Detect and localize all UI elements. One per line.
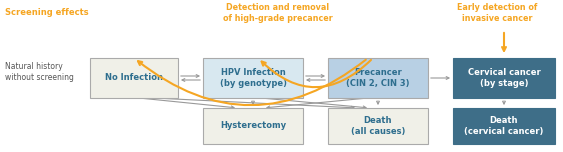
Text: Screening effects: Screening effects [5, 8, 88, 17]
Text: Early detection of
invasive cancer: Early detection of invasive cancer [457, 3, 537, 23]
FancyArrowPatch shape [138, 60, 366, 105]
FancyArrowPatch shape [502, 33, 506, 51]
FancyArrowPatch shape [267, 98, 365, 109]
FancyArrowPatch shape [307, 79, 325, 81]
Text: Detection and removal
of high-grade precancer: Detection and removal of high-grade prec… [223, 3, 333, 23]
FancyArrowPatch shape [252, 101, 254, 104]
Text: HPV Infection
(by genotype): HPV Infection (by genotype) [220, 68, 287, 88]
FancyBboxPatch shape [203, 108, 303, 144]
FancyBboxPatch shape [328, 58, 428, 98]
Text: Natural history
without screening: Natural history without screening [5, 62, 74, 82]
Text: Hysterectomy: Hysterectomy [220, 121, 286, 131]
Text: Cervical cancer
(by stage): Cervical cancer (by stage) [468, 68, 540, 88]
FancyArrowPatch shape [263, 98, 366, 109]
Text: Death
(all causes): Death (all causes) [351, 116, 405, 136]
Text: No Infection: No Infection [105, 74, 163, 83]
Text: Death
(cervical cancer): Death (cervical cancer) [464, 116, 544, 136]
FancyBboxPatch shape [328, 108, 428, 144]
FancyArrowPatch shape [262, 60, 371, 87]
FancyArrowPatch shape [431, 77, 449, 79]
FancyBboxPatch shape [90, 58, 178, 98]
FancyArrowPatch shape [306, 75, 324, 77]
FancyBboxPatch shape [453, 58, 555, 98]
FancyArrowPatch shape [142, 98, 234, 109]
FancyBboxPatch shape [203, 58, 303, 98]
FancyArrowPatch shape [157, 98, 354, 109]
FancyArrowPatch shape [182, 79, 200, 81]
Text: Precancer
(CIN 2, CIN 3): Precancer (CIN 2, CIN 3) [346, 68, 410, 88]
FancyArrowPatch shape [181, 75, 199, 77]
FancyArrowPatch shape [377, 101, 379, 104]
FancyArrowPatch shape [503, 101, 506, 104]
FancyBboxPatch shape [453, 108, 555, 144]
